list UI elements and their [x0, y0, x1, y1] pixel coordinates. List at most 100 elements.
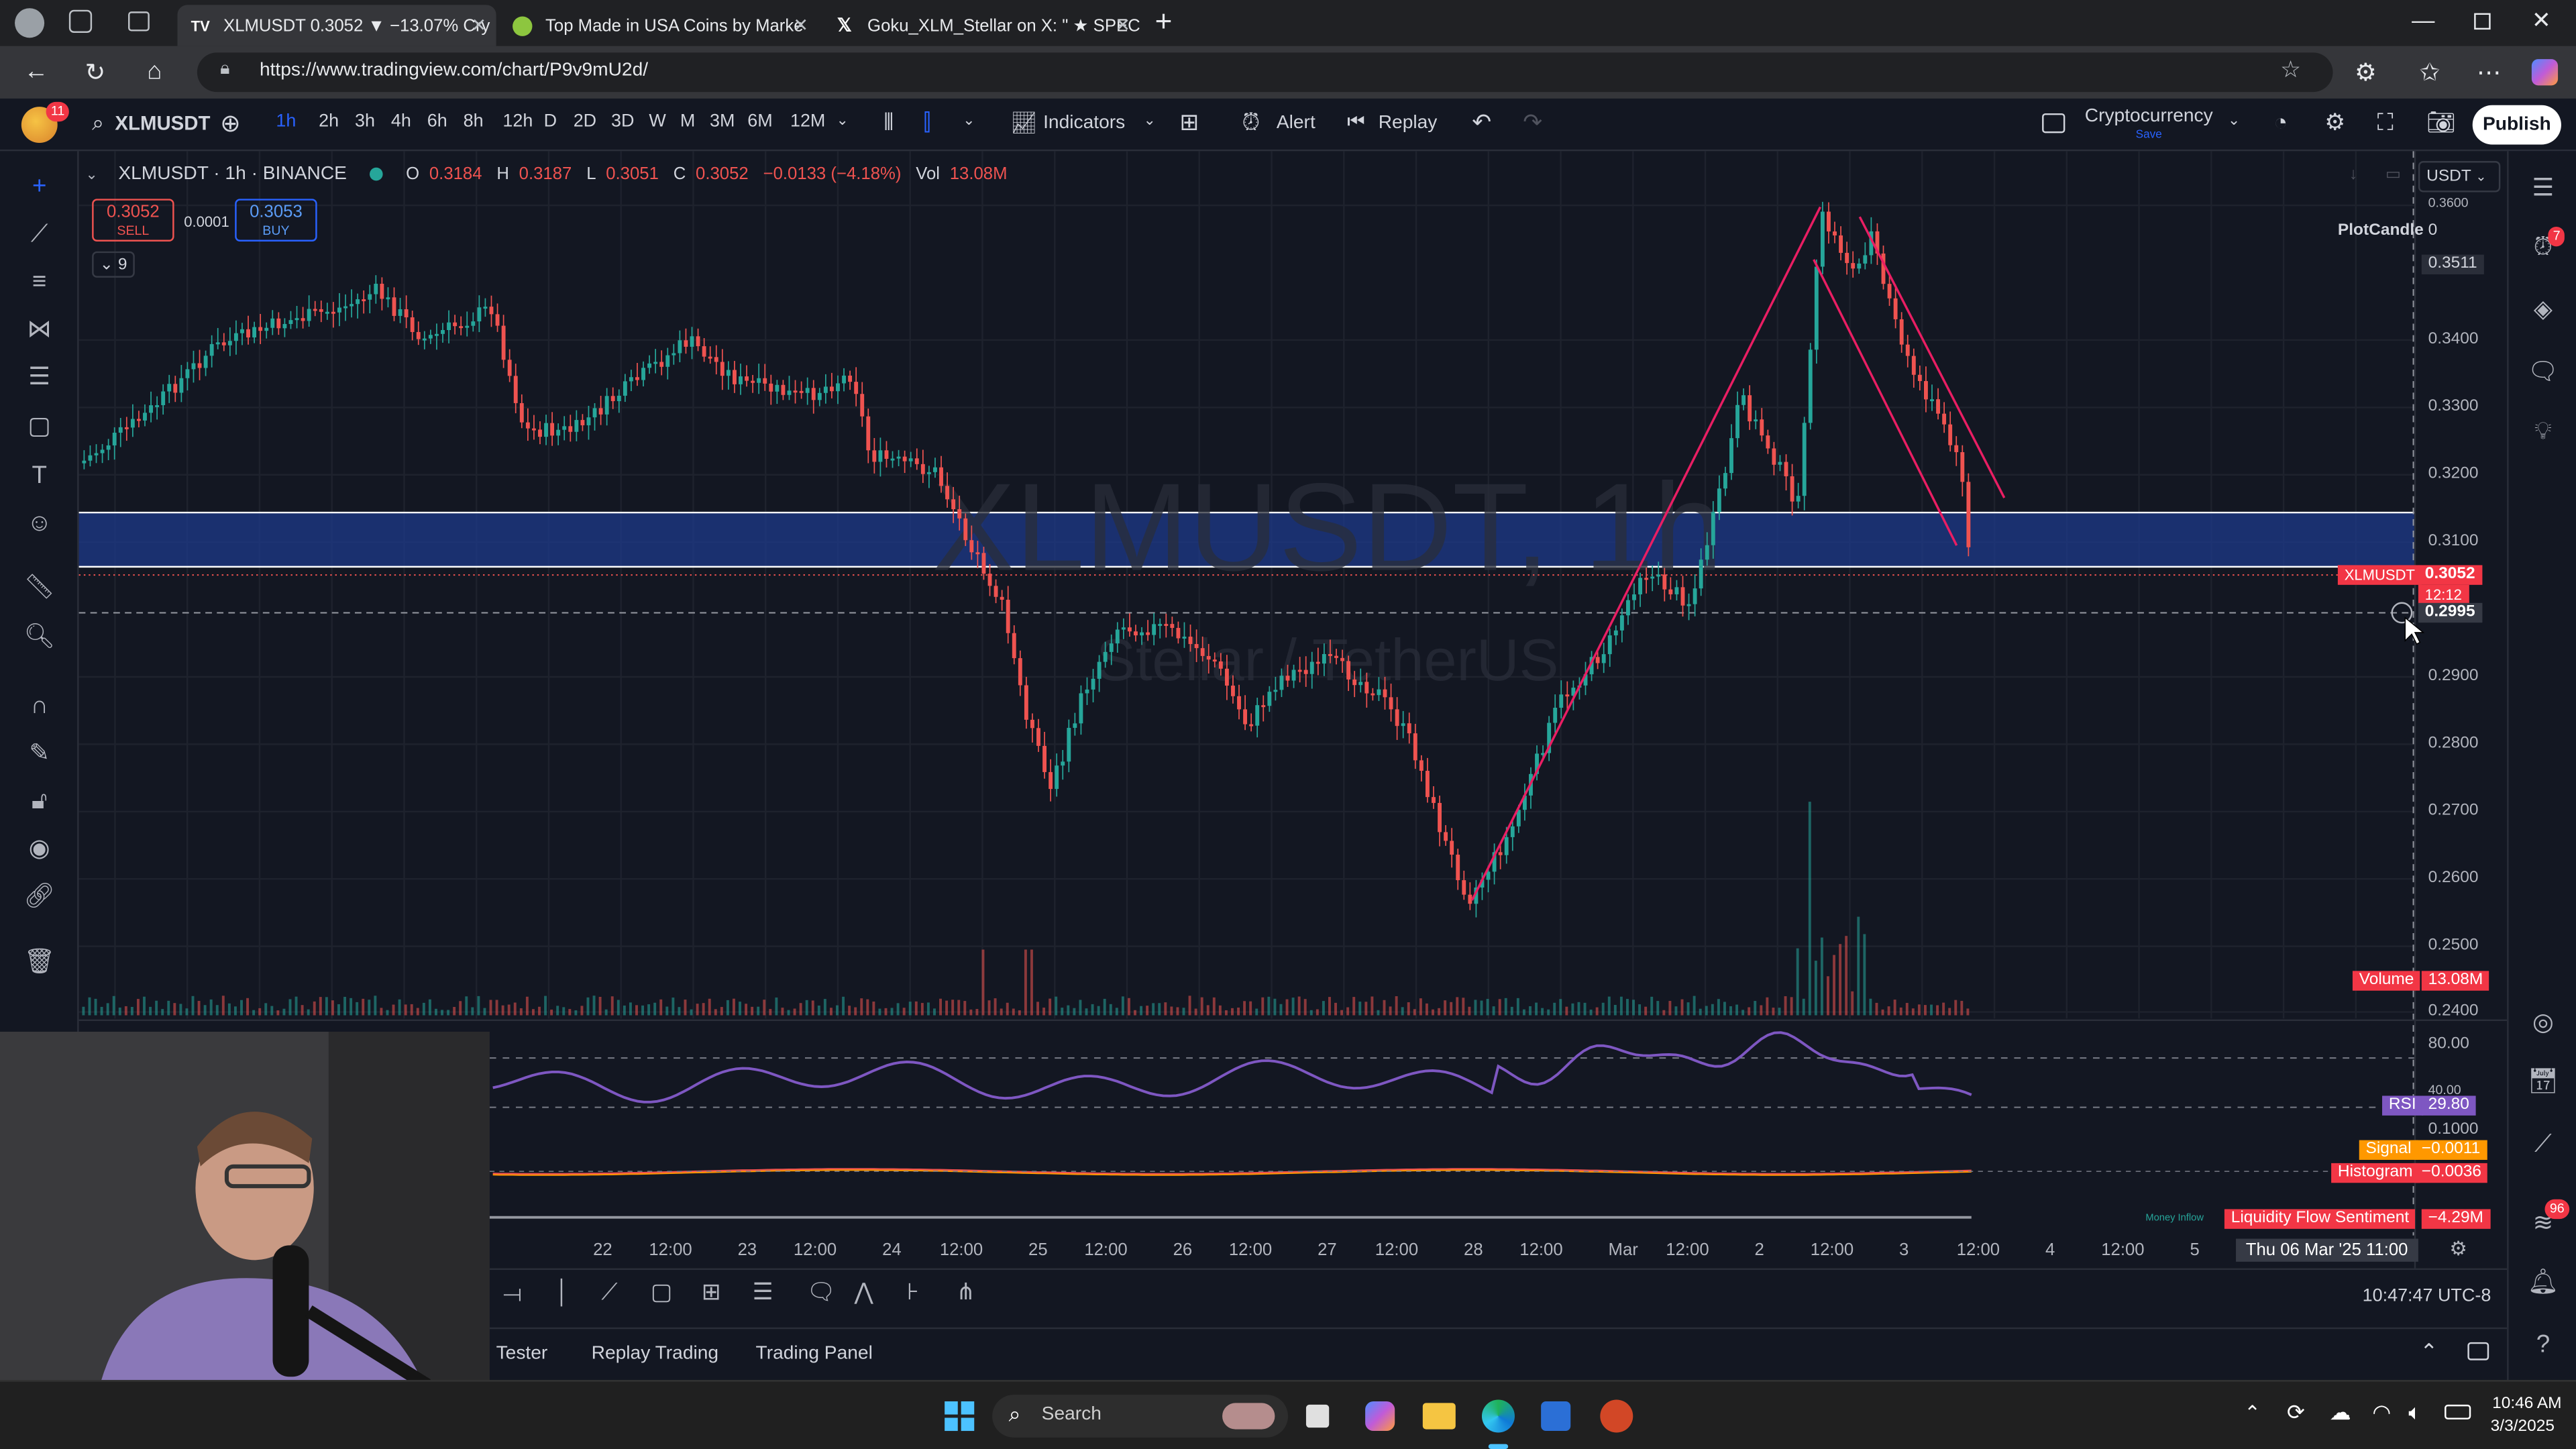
scroll-down-icon[interactable]: ↓: [2349, 166, 2358, 184]
close-tab-icon[interactable]: ✕: [1115, 16, 1130, 36]
lock-drawings-icon[interactable]: 🔓︎: [31, 787, 48, 815]
object-tree-icon[interactable]: ◈: [2533, 295, 2553, 324]
text-tool-icon[interactable]: T: [32, 462, 47, 490]
sell-button[interactable]: 0.3052 SELL: [92, 199, 174, 242]
redo-icon[interactable]: ↷: [1523, 108, 1542, 135]
favorite-star-icon[interactable]: ☆: [2280, 56, 2301, 83]
interval-1h[interactable]: 1h: [276, 111, 297, 131]
chat-icon[interactable]: 🗨︎: [2527, 358, 2559, 386]
powerpoint-icon[interactable]: [1600, 1399, 1633, 1433]
taskbar-time[interactable]: 10:46 AM: [2492, 1395, 2562, 1413]
refresh-icon[interactable]: ↻: [85, 59, 106, 87]
axis-settings-icon[interactable]: ⚙: [2449, 1237, 2467, 1260]
undo-icon[interactable]: ↶: [1472, 108, 1492, 135]
legend-expand-icon[interactable]: ⌄: [85, 166, 98, 182]
copilot-icon[interactable]: [2531, 59, 2559, 86]
file-explorer-icon[interactable]: [1422, 1403, 1456, 1430]
collapse-panel-icon[interactable]: ⌃: [2420, 1338, 2438, 1364]
symbol-search-icon[interactable]: ⌕: [92, 110, 104, 135]
horizontal-lines-icon[interactable]: ≡: [32, 268, 47, 296]
pine-editor-icon[interactable]: ⟋: [2534, 1130, 2552, 1159]
battery-icon[interactable]: [2445, 1404, 2471, 1419]
replay-button[interactable]: Replay: [1378, 113, 1438, 133]
fib-tools-icon[interactable]: ☰: [28, 363, 51, 391]
interval-3m[interactable]: 3M: [709, 111, 735, 131]
back-icon[interactable]: ←: [23, 57, 49, 86]
callout-icon[interactable]: 🗨︎: [806, 1278, 836, 1305]
taskbar-date[interactable]: 3/3/2025: [2490, 1417, 2555, 1436]
copilot-taskbar-icon[interactable]: [1365, 1401, 1395, 1432]
interval-4h[interactable]: 4h: [390, 111, 411, 131]
layout-dropdown-icon[interactable]: ⌄: [2227, 111, 2241, 129]
interval-12h[interactable]: 12h: [502, 111, 533, 131]
buy-button[interactable]: 0.3053 BUY: [235, 199, 317, 242]
interval-2h[interactable]: 2h: [319, 111, 339, 131]
ruler-icon[interactable]: 📏︎: [23, 573, 56, 602]
extensions-icon[interactable]: ⚙: [2355, 59, 2377, 87]
interval-6h[interactable]: 6h: [427, 111, 447, 131]
trash-icon[interactable]: 🗑︎: [23, 948, 56, 976]
tab-strategy-tester[interactable]: Tester: [496, 1344, 548, 1364]
bar-style-icon[interactable]: ⫴: [883, 108, 894, 135]
interval-3d[interactable]: 3D: [611, 111, 635, 131]
layout-save-label[interactable]: Save: [2135, 129, 2162, 142]
restore-icon[interactable]: [2474, 13, 2491, 30]
minimize-icon[interactable]: —: [2412, 6, 2435, 33]
tray-overflow-icon[interactable]: ⌃: [2244, 1401, 2261, 1425]
hide-drawings-icon[interactable]: ◉: [28, 835, 50, 863]
forecast-icon[interactable]: ⋔: [956, 1278, 976, 1305]
layout-name[interactable]: Cryptocurrency: [2084, 107, 2213, 127]
date-range-icon[interactable]: ⊞: [701, 1278, 721, 1305]
new-tab-icon[interactable]: +: [1155, 5, 1173, 38]
horizontal-ray-icon[interactable]: ⟞: [502, 1279, 522, 1306]
publish-button[interactable]: Publish: [2472, 105, 2561, 145]
vertical-line-icon[interactable]: │: [555, 1278, 570, 1305]
help-icon[interactable]: ?: [2536, 1330, 2551, 1359]
chart-maximize-icon[interactable]: ▭: [2385, 166, 2402, 184]
close-window-icon[interactable]: ✕: [2531, 6, 2551, 33]
alert-button[interactable]: Alert: [1276, 113, 1316, 133]
utc-clock[interactable]: 10:47:47 UTC-8: [2362, 1286, 2491, 1306]
pitchfork-icon[interactable]: ⋈: [27, 315, 52, 343]
shapes-icon[interactable]: ▢: [28, 412, 52, 441]
layout-grid-icon[interactable]: ⊞: [1179, 108, 1199, 135]
settings-icon[interactable]: ⚙: [2324, 108, 2346, 135]
watchlist-icon[interactable]: ☰: [2532, 174, 2555, 203]
cloud-icon[interactable]: ☁: [2329, 1399, 2351, 1425]
home-icon[interactable]: ⌂: [147, 57, 162, 86]
close-tab-icon[interactable]: ✕: [471, 16, 486, 36]
trendline-icon[interactable]: ⟋: [30, 220, 48, 248]
interval-12m[interactable]: 12M: [790, 111, 826, 131]
store-icon[interactable]: [1541, 1401, 1571, 1432]
browser-tab-x[interactable]: 𝕏 Goku_XLM_Stellar on X: " ★ SPEC ✕: [821, 5, 1140, 46]
keep-drawing-icon[interactable]: ✎: [29, 739, 50, 767]
target-icon[interactable]: ◎: [2532, 1008, 2555, 1037]
tab-trading-panel[interactable]: Trading Panel: [755, 1344, 873, 1364]
rectangle-icon[interactable]: ▢: [650, 1278, 673, 1305]
zoom-in-icon[interactable]: 🔍︎: [23, 623, 56, 651]
indicators-button[interactable]: Indicators: [1043, 113, 1126, 133]
maximize-panel-icon[interactable]: [2467, 1342, 2489, 1360]
interval-2d[interactable]: 2D: [573, 111, 597, 131]
indicator-templates-icon[interactable]: ⌄: [1143, 111, 1156, 129]
symbol-title[interactable]: XLMUSDT · 1h · BINANCE: [118, 164, 347, 184]
taskbar-search[interactable]: ⌕ Search: [992, 1395, 1289, 1438]
snapshot-icon[interactable]: 📷︎: [2426, 108, 2456, 135]
notifications-icon[interactable]: 🔔︎: [2527, 1268, 2559, 1297]
crosshair-icon[interactable]: +: [32, 172, 47, 201]
tab-actions-icon[interactable]: [128, 11, 150, 32]
replay-icon[interactable]: ⏮: [1347, 110, 1365, 133]
interval-w[interactable]: W: [649, 111, 666, 131]
interval-6m[interactable]: 6M: [747, 111, 773, 131]
browser-tab-coins[interactable]: Top Made in USA Coins by Marke ✕: [499, 5, 818, 46]
currency-select[interactable]: USDT ⌄: [2418, 161, 2501, 193]
volume-icon[interactable]: 🔈︎: [2408, 1399, 2422, 1425]
trend-line-icon[interactable]: ⟋: [601, 1278, 618, 1305]
more-menu-icon[interactable]: ⋯: [2476, 59, 2502, 87]
interval-dropdown-icon[interactable]: ⌄: [836, 111, 849, 129]
candles-icon[interactable]: ⫿: [923, 108, 931, 135]
fullscreen-icon[interactable]: ⛶: [2377, 108, 2394, 135]
task-view-icon[interactable]: [1305, 1404, 1330, 1428]
tab-replay-trading[interactable]: Replay Trading: [591, 1344, 719, 1364]
workspaces-icon[interactable]: [68, 9, 93, 33]
